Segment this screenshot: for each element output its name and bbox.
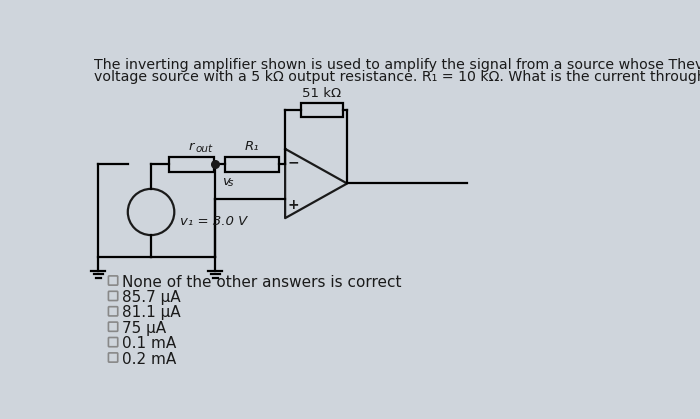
Text: out: out	[195, 144, 212, 154]
Text: 85.7 μA: 85.7 μA	[122, 290, 181, 305]
Text: 0.1 mA: 0.1 mA	[122, 336, 176, 351]
Text: 75 μA: 75 μA	[122, 321, 167, 336]
Bar	[169, 157, 214, 172]
Text: −: −	[287, 155, 299, 169]
Bar	[300, 103, 343, 117]
Text: v₁ = 3.0 V: v₁ = 3.0 V	[181, 215, 248, 228]
Text: s: s	[228, 178, 233, 188]
Text: None of the other answers is correct: None of the other answers is correct	[122, 274, 402, 290]
Text: The inverting amplifier shown is used to amplify the signal from a source whose : The inverting amplifier shown is used to…	[94, 58, 700, 72]
Text: 81.1 μA: 81.1 μA	[122, 305, 181, 321]
Text: +: +	[287, 198, 299, 212]
Text: voltage source with a 5 kΩ output resistance. R₁ = 10 kΩ. What is the current th: voltage source with a 5 kΩ output resist…	[94, 70, 700, 83]
Text: R₁: R₁	[244, 140, 259, 153]
Bar	[225, 157, 279, 172]
Text: v: v	[222, 175, 230, 188]
Text: 51 kΩ: 51 kΩ	[302, 87, 342, 100]
Text: r: r	[188, 140, 194, 153]
Text: 0.2 mA: 0.2 mA	[122, 352, 176, 367]
